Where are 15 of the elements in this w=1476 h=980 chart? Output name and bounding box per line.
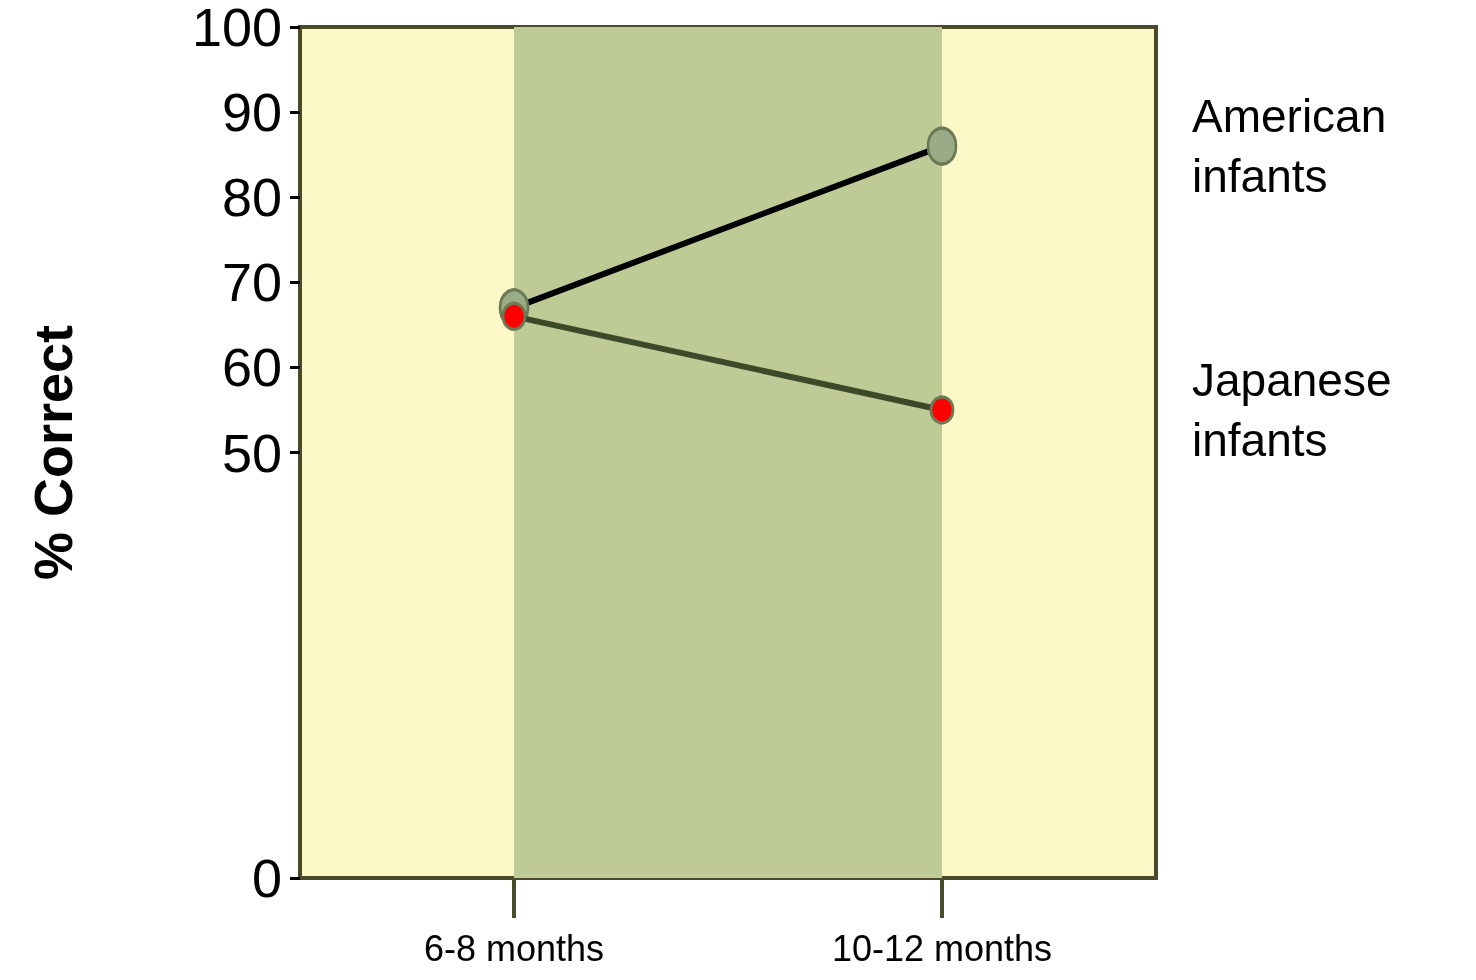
point	[501, 301, 527, 331]
point	[926, 126, 958, 166]
y-tick-label: 50	[221, 422, 282, 483]
y-axis-title: % Correct	[23, 324, 83, 581]
y-tick-label: 70	[221, 252, 282, 313]
point	[929, 395, 955, 425]
y-tick-label: 100	[191, 0, 282, 57]
y-tick-label: 60	[221, 337, 282, 398]
text: Japanese infants	[1192, 353, 1405, 466]
y-tick-label: 80	[221, 167, 282, 228]
x-tick-label: 6-8 months	[423, 927, 605, 969]
y-tick-label: 0	[251, 848, 282, 908]
x-tick-label: 10-12 months	[831, 927, 1053, 969]
text: American infants	[1192, 90, 1400, 203]
y-tick-label: 90	[221, 82, 282, 143]
